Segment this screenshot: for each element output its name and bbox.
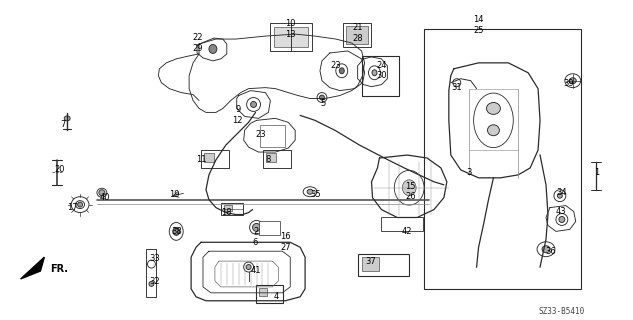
Ellipse shape <box>99 190 105 196</box>
Ellipse shape <box>368 66 380 80</box>
Ellipse shape <box>556 213 568 225</box>
Ellipse shape <box>473 93 513 148</box>
Ellipse shape <box>559 217 565 222</box>
Text: 9
12: 9 12 <box>232 106 243 125</box>
Text: 3: 3 <box>467 168 472 177</box>
Bar <box>221 203 242 214</box>
Ellipse shape <box>558 193 562 198</box>
Ellipse shape <box>453 79 461 87</box>
Ellipse shape <box>336 64 348 78</box>
Text: 15
26: 15 26 <box>405 182 416 201</box>
Ellipse shape <box>402 180 416 196</box>
Bar <box>424 29 580 289</box>
Ellipse shape <box>317 92 327 102</box>
Bar <box>266 153 277 162</box>
Ellipse shape <box>565 74 580 88</box>
Ellipse shape <box>537 242 555 257</box>
Bar <box>261 125 285 147</box>
Bar <box>358 254 409 276</box>
Text: 17: 17 <box>67 203 78 212</box>
Text: 43: 43 <box>556 207 567 216</box>
Bar <box>382 218 423 231</box>
Bar <box>361 56 399 96</box>
Ellipse shape <box>487 125 499 136</box>
Text: 35: 35 <box>310 190 321 199</box>
Text: 24
30: 24 30 <box>376 61 387 80</box>
Ellipse shape <box>542 246 550 253</box>
Ellipse shape <box>339 68 344 74</box>
Ellipse shape <box>173 228 179 234</box>
Bar <box>256 285 284 303</box>
Text: 37: 37 <box>366 257 377 266</box>
Text: 2
6: 2 6 <box>253 228 258 247</box>
Text: 21
28: 21 28 <box>353 23 363 43</box>
Text: 16
27: 16 27 <box>280 232 291 252</box>
Text: 31: 31 <box>451 83 461 92</box>
Ellipse shape <box>569 78 576 84</box>
Ellipse shape <box>71 197 89 212</box>
Bar <box>274 27 308 47</box>
Text: 33: 33 <box>149 254 160 263</box>
Ellipse shape <box>244 262 254 272</box>
Polygon shape <box>21 257 44 279</box>
Text: FR.: FR. <box>51 264 68 274</box>
Text: 11: 11 <box>196 155 206 164</box>
Text: 22
29: 22 29 <box>193 33 203 52</box>
Ellipse shape <box>246 265 251 269</box>
Bar <box>224 204 232 211</box>
Ellipse shape <box>78 202 82 207</box>
Bar <box>346 26 368 44</box>
Text: 41: 41 <box>251 266 261 275</box>
Ellipse shape <box>149 281 154 286</box>
Text: 20: 20 <box>54 165 65 174</box>
Text: 40: 40 <box>100 193 110 202</box>
Ellipse shape <box>320 95 325 100</box>
Ellipse shape <box>253 223 261 231</box>
Ellipse shape <box>303 187 317 197</box>
Bar <box>343 23 370 47</box>
Ellipse shape <box>487 102 501 114</box>
Ellipse shape <box>147 260 156 268</box>
Text: 36: 36 <box>545 247 556 256</box>
Text: 8: 8 <box>265 155 271 164</box>
Text: 23: 23 <box>256 130 266 139</box>
Bar <box>270 23 312 51</box>
Text: 42: 42 <box>401 228 411 236</box>
Text: 7: 7 <box>60 120 66 129</box>
Bar <box>146 249 156 297</box>
Ellipse shape <box>554 190 566 202</box>
Ellipse shape <box>394 171 424 205</box>
Ellipse shape <box>247 98 261 111</box>
Bar <box>204 153 214 162</box>
Ellipse shape <box>307 189 313 194</box>
Text: 10
13: 10 13 <box>285 19 296 39</box>
Text: 1: 1 <box>594 168 600 177</box>
Ellipse shape <box>173 228 180 235</box>
Text: 34: 34 <box>556 188 567 197</box>
Text: 4: 4 <box>273 292 279 301</box>
Text: 19: 19 <box>169 190 180 199</box>
Text: 14
25: 14 25 <box>473 15 484 35</box>
Text: 23: 23 <box>331 61 341 70</box>
Ellipse shape <box>209 44 217 53</box>
Text: 32: 32 <box>149 277 160 286</box>
Ellipse shape <box>97 188 107 197</box>
Text: 18: 18 <box>221 208 232 217</box>
Text: 5: 5 <box>320 99 325 108</box>
Bar <box>258 221 280 235</box>
Text: 39: 39 <box>563 79 573 88</box>
Ellipse shape <box>372 70 377 76</box>
Ellipse shape <box>75 201 85 209</box>
Text: 38: 38 <box>172 228 182 236</box>
Ellipse shape <box>249 220 263 234</box>
Ellipse shape <box>169 222 183 240</box>
Ellipse shape <box>251 101 256 108</box>
Bar <box>201 150 229 168</box>
Bar <box>260 288 267 296</box>
Ellipse shape <box>64 116 70 121</box>
Text: SZ33-B5410: SZ33-B5410 <box>538 307 584 316</box>
Bar <box>263 150 291 168</box>
Bar <box>361 257 379 271</box>
